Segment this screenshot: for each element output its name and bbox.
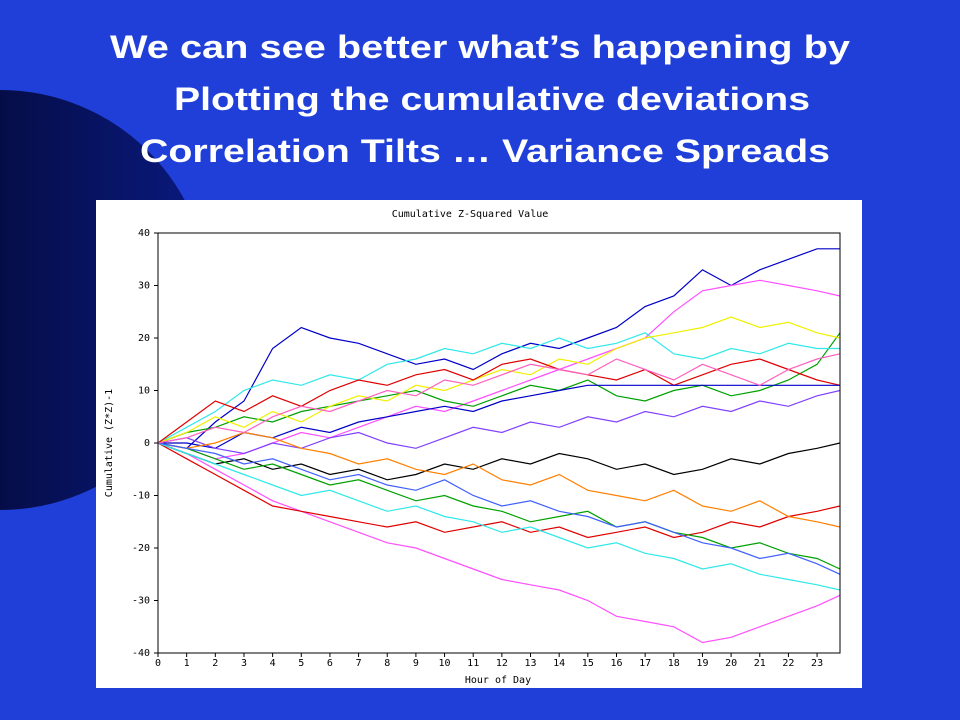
x-tick-label: 5 bbox=[298, 658, 304, 669]
plot-frame bbox=[157, 232, 841, 654]
x-axis-label: Hour of Day bbox=[465, 675, 531, 686]
series-line bbox=[157, 431, 841, 528]
x-tick-label: 21 bbox=[754, 658, 766, 669]
x-tick-label: 18 bbox=[668, 658, 680, 669]
series-line bbox=[157, 316, 841, 444]
y-tick-label: 20 bbox=[138, 333, 150, 344]
series-line bbox=[157, 442, 841, 591]
x-tick-label: 20 bbox=[725, 658, 737, 669]
slide-title: We can see better what’s happening by bbox=[110, 29, 850, 65]
x-tick-label: 3 bbox=[241, 658, 247, 669]
series-line bbox=[157, 332, 841, 444]
slide-title: Correlation Tilts … Variance Spreads bbox=[140, 133, 830, 169]
y-tick-label: 30 bbox=[138, 281, 150, 292]
chart-title: Cumulative Z-Squared Value bbox=[392, 209, 549, 220]
y-axis-label: Cumulative (Z*Z)-1 bbox=[104, 389, 115, 497]
x-tick-label: 23 bbox=[811, 658, 823, 669]
y-tick-label: -30 bbox=[132, 596, 150, 607]
series-line bbox=[157, 442, 841, 575]
series-line bbox=[157, 442, 841, 539]
y-tick-label: -20 bbox=[132, 543, 150, 554]
x-tick-label: 1 bbox=[184, 658, 190, 669]
x-tick-label: 7 bbox=[356, 658, 362, 669]
x-tick-label: 0 bbox=[155, 658, 161, 669]
x-tick-label: 15 bbox=[582, 658, 594, 669]
series-line bbox=[157, 442, 841, 481]
x-tick-label: 11 bbox=[467, 658, 479, 669]
series-line bbox=[157, 353, 841, 444]
x-tick-label: 4 bbox=[270, 658, 276, 669]
x-tick-label: 2 bbox=[212, 658, 218, 669]
series-line bbox=[157, 332, 840, 444]
x-tick-label: 6 bbox=[327, 658, 333, 669]
x-tick-label: 16 bbox=[610, 658, 622, 669]
series-line bbox=[157, 389, 841, 455]
x-tick-label: 12 bbox=[496, 658, 508, 669]
y-tick-label: -40 bbox=[132, 648, 150, 659]
x-tick-label: 10 bbox=[439, 658, 451, 669]
y-tick-label: 40 bbox=[138, 228, 150, 239]
y-tick-label: 10 bbox=[138, 386, 150, 397]
x-tick-label: 19 bbox=[696, 658, 708, 669]
slide-title: Plotting the cumulative deviations bbox=[174, 81, 810, 117]
y-tick-label: -10 bbox=[132, 491, 150, 502]
series-line bbox=[157, 358, 841, 444]
y-tick-label: 0 bbox=[144, 438, 150, 449]
x-tick-label: 17 bbox=[639, 658, 651, 669]
x-tick-label: 14 bbox=[553, 658, 565, 669]
x-tick-label: 13 bbox=[524, 658, 536, 669]
x-tick-label: 8 bbox=[384, 658, 390, 669]
series-line bbox=[157, 442, 841, 644]
x-tick-label: 9 bbox=[413, 658, 419, 669]
x-tick-label: 22 bbox=[782, 658, 794, 669]
